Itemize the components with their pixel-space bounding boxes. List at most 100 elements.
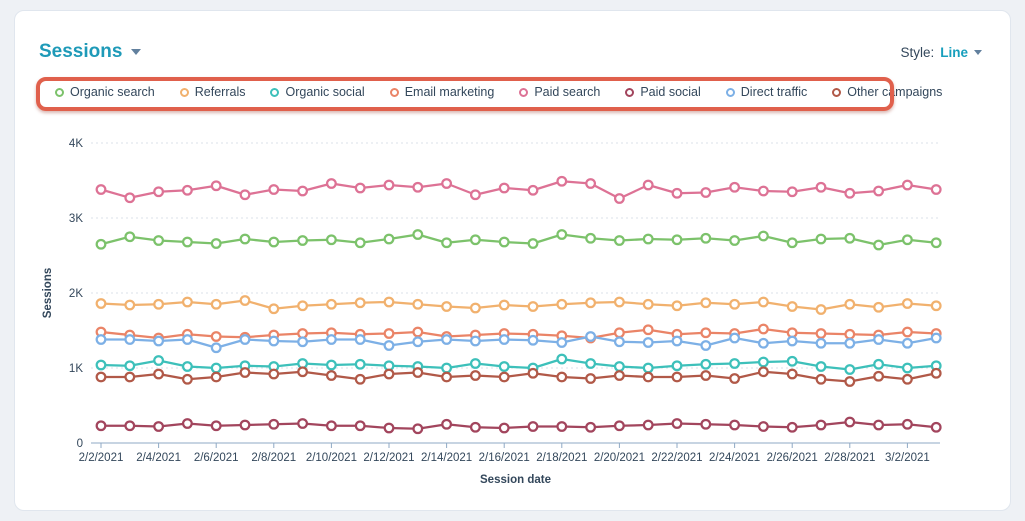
data-point-marker [613, 361, 625, 372]
data-point-marker [354, 237, 366, 249]
series-line [100, 233, 937, 247]
data-point-marker [844, 298, 856, 310]
data-point-marker [325, 359, 337, 371]
data-point-marker [354, 182, 366, 194]
data-point-marker [815, 361, 827, 372]
data-point-marker [210, 331, 222, 342]
data-point-marker [124, 299, 136, 311]
data-point-marker [585, 373, 597, 384]
data-point-marker [901, 234, 913, 246]
data-point-marker [383, 422, 395, 434]
data-point-marker [498, 422, 510, 434]
legend-item-direct-traffic[interactable]: Direct traffic [725, 85, 807, 99]
data-point-marker [613, 235, 625, 246]
legend-marker-icon [832, 87, 842, 97]
x-axis-tick-label: 3/2/2021 [885, 452, 930, 464]
data-point-marker [642, 298, 654, 310]
y-axis-tick-label: 4K [69, 138, 83, 150]
data-point-marker [124, 192, 136, 204]
series-other-campaigns[interactable] [95, 366, 942, 387]
style-select-dropdown[interactable]: Line [940, 45, 982, 60]
data-point-marker [239, 334, 251, 345]
legend-item-organic-search[interactable]: Organic search [55, 85, 155, 99]
data-point-marker [181, 296, 193, 308]
legend-item-organic-social[interactable]: Organic social [270, 85, 365, 99]
data-point-marker [901, 337, 913, 349]
data-point-marker [469, 421, 481, 433]
report-title-dropdown[interactable]: Sessions [39, 41, 142, 63]
sessions-line-chart[interactable]: 0 1K 2K 3K 4K Sessions 2/2/2021 2/4/2021 2/6/202… [15, 121, 1012, 506]
data-point-marker [469, 370, 481, 381]
series-paid-search[interactable] [95, 175, 942, 204]
data-point-marker [844, 416, 856, 428]
data-point-marker [239, 295, 251, 306]
data-point-marker [815, 233, 827, 245]
series-organic-search[interactable] [95, 229, 942, 251]
series-organic-social[interactable] [95, 353, 942, 375]
data-point-marker [700, 340, 712, 351]
data-point-marker [297, 235, 309, 246]
data-point-marker [469, 189, 481, 201]
legend-item-email-marketing[interactable]: Email marketing [389, 85, 494, 99]
data-point-marker [901, 298, 913, 309]
style-value: Line [940, 44, 968, 60]
data-point-marker [181, 361, 193, 372]
data-point-marker [729, 419, 741, 431]
data-point-marker [930, 237, 942, 249]
data-point-marker [441, 334, 453, 345]
data-point-marker [786, 335, 798, 347]
x-axis-tick-label: 2/8/2021 [251, 452, 296, 464]
series-paid-social[interactable] [95, 416, 942, 435]
y-axis-title: Sessions [42, 268, 54, 319]
data-point-marker [383, 368, 395, 380]
data-point-marker [786, 368, 798, 380]
data-point-marker [498, 334, 510, 345]
series-line [101, 370, 937, 383]
data-point-marker [844, 364, 856, 375]
data-point-marker [153, 355, 165, 366]
legend-item-paid-search[interactable]: Paid search [519, 85, 600, 99]
data-point-marker [412, 229, 424, 240]
legend-item-paid-social[interactable]: Paid social [625, 85, 701, 99]
data-point-marker [527, 367, 539, 379]
legend-item-referrals[interactable]: Referrals [179, 85, 245, 99]
data-point-marker [671, 418, 683, 429]
legend-marker-icon [179, 87, 189, 97]
data-point-marker [124, 371, 136, 383]
data-point-marker [729, 373, 741, 384]
data-point-marker [498, 182, 510, 194]
page-title: Sessions [39, 41, 123, 62]
data-point-marker [268, 184, 280, 195]
series-line [101, 335, 937, 349]
data-point-marker [642, 233, 654, 245]
data-point-marker [441, 178, 453, 189]
data-point-marker [441, 301, 453, 312]
legend-item-other-campaigns[interactable]: Other campaigns [832, 85, 942, 99]
data-point-marker [700, 187, 712, 198]
data-point-marker [210, 362, 222, 374]
data-point-marker [498, 361, 510, 372]
series-direct-traffic[interactable] [95, 331, 942, 354]
data-point-marker [412, 326, 424, 338]
x-axis-tick-label: 2/14/2021 [421, 452, 472, 464]
data-point-marker [412, 298, 424, 310]
legend-item-label: Organic search [70, 85, 155, 99]
data-point-marker [844, 232, 856, 244]
data-point-marker [642, 179, 654, 191]
data-point-marker [527, 421, 539, 432]
data-point-marker [873, 301, 885, 313]
data-point-marker [642, 324, 654, 336]
x-axis-tick-label: 2/16/2021 [479, 452, 530, 464]
data-point-marker [95, 298, 107, 309]
data-point-marker [498, 299, 510, 311]
x-axis-tick-label: 2/4/2021 [136, 452, 181, 464]
data-point-marker [757, 185, 769, 197]
series-referrals[interactable] [95, 295, 942, 315]
chart-legend: Organic search Referrals Organic social Ema… [55, 85, 942, 99]
data-point-marker [153, 186, 165, 198]
data-point-marker [95, 359, 107, 371]
data-point-marker [815, 328, 827, 339]
data-point-marker [95, 238, 107, 250]
data-point-marker [325, 334, 337, 345]
data-point-marker [901, 179, 913, 191]
